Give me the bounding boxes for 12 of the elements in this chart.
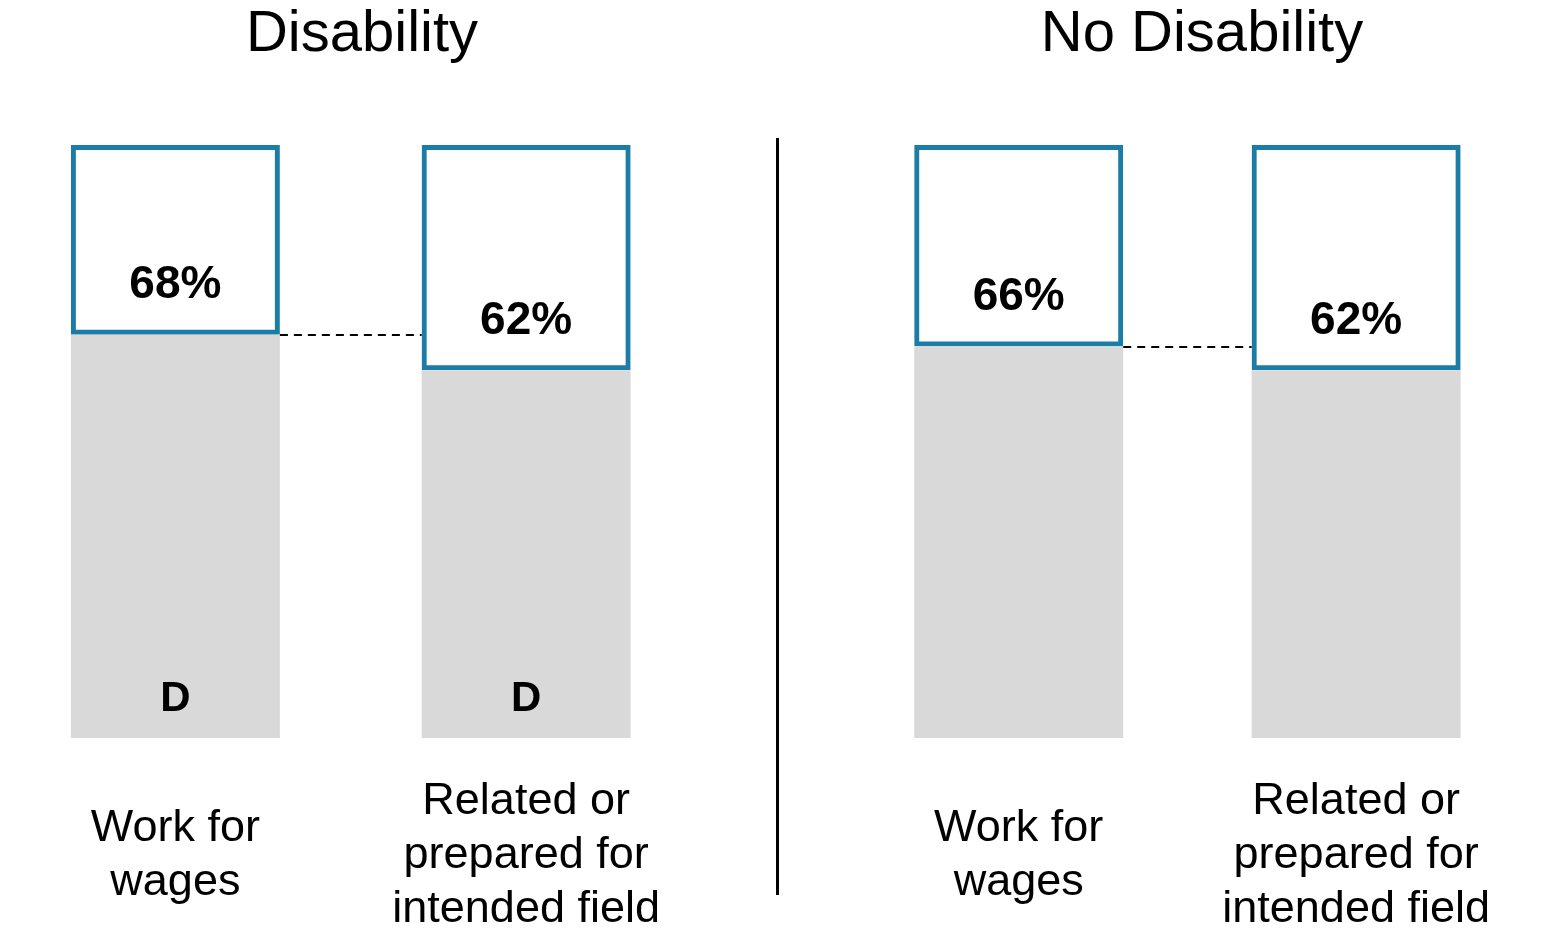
data-label: 68% [129, 256, 222, 309]
data-label: 62% [1310, 292, 1403, 345]
data-label: 66% [972, 268, 1065, 321]
chart-title: Disability [245, 0, 479, 63]
chart-title: No Disability [1040, 0, 1364, 63]
annotation: D [510, 672, 542, 720]
x-tick-label: Related or prepared for intended field [392, 773, 660, 933]
x-tick-label: Work for wages [934, 800, 1104, 906]
data-label: 62% [480, 292, 573, 345]
x-tick-label: Related or prepared for intended field [1222, 773, 1490, 933]
x-tick-label: Work for wages [90, 800, 260, 906]
annotation: D [160, 672, 191, 720]
